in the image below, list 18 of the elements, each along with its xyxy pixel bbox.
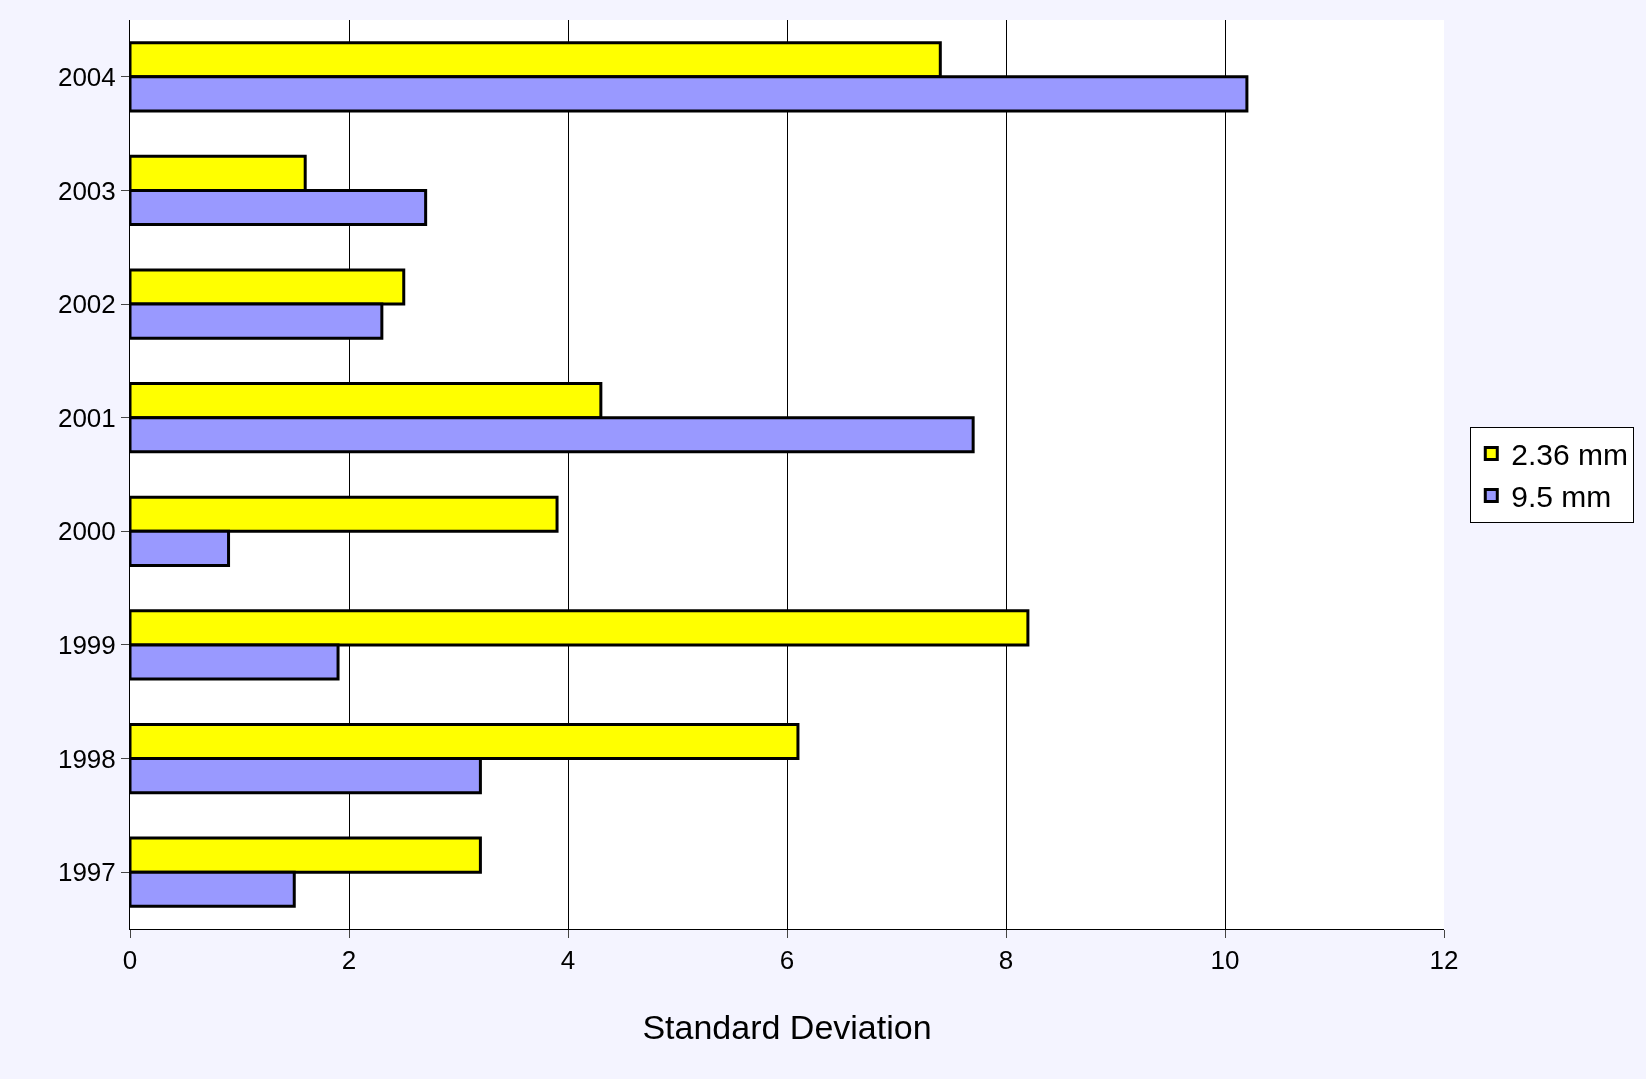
x-tick-label: 0 xyxy=(122,945,138,976)
x-tick-label: 6 xyxy=(779,945,795,976)
y-tick-label: 1999 xyxy=(57,630,116,661)
y-tick-label: 2003 xyxy=(57,175,116,206)
y-tick-label: 1998 xyxy=(57,743,116,774)
x-tick-label: 4 xyxy=(560,945,576,976)
y-tick-label: 1997 xyxy=(57,857,116,888)
x-axis-title: Standard Deviation xyxy=(642,1007,932,1046)
y-tick-label: 2002 xyxy=(57,289,116,320)
legend-label: 2.36 mm xyxy=(1511,438,1628,472)
x-tick-label: 8 xyxy=(998,945,1014,976)
y-tick-label: 2001 xyxy=(57,402,116,433)
y-tick-label: 2000 xyxy=(57,516,116,547)
x-tick-label: 2 xyxy=(341,945,357,976)
x-tick-label: 10 xyxy=(1210,945,1240,976)
legend-label: 9.5 mm xyxy=(1511,480,1612,514)
x-tick-label: 12 xyxy=(1429,945,1459,976)
y-tick-label: 2004 xyxy=(57,61,116,92)
